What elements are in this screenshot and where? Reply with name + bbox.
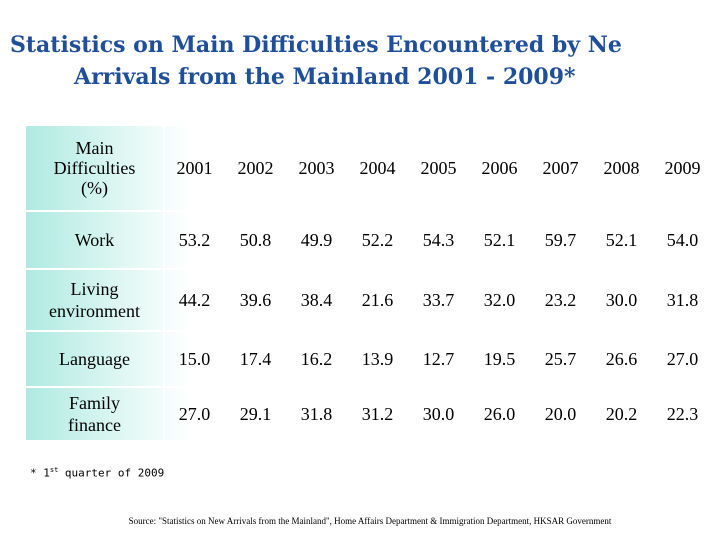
value-cell: 26.6 bbox=[590, 330, 653, 388]
footnote-suffix: quarter of 2009 bbox=[58, 466, 165, 480]
year-header-cell: 2007 bbox=[529, 124, 592, 212]
row-label-line: environment bbox=[49, 301, 140, 321]
value-cell: 52.1 bbox=[590, 210, 653, 270]
table-row: Family finance 27.0 29.1 31.8 31.2 30.0 … bbox=[24, 386, 714, 442]
value-cell: 54.0 bbox=[651, 210, 714, 270]
value-cell: 23.2 bbox=[529, 268, 592, 332]
value-cell: 50.8 bbox=[224, 210, 287, 270]
value-cell: 12.7 bbox=[407, 330, 470, 388]
value-cell: 39.6 bbox=[224, 268, 287, 332]
slide-title: Statistics on Main Difficulties Encounte… bbox=[0, 30, 720, 100]
value-cell: 31.8 bbox=[651, 268, 714, 332]
row-label-cell: Family finance bbox=[24, 386, 165, 442]
value-cell: 21.6 bbox=[346, 268, 409, 332]
value-cell: 20.2 bbox=[590, 386, 653, 442]
table-row: Living environment 44.2 39.6 38.4 21.6 3… bbox=[24, 268, 714, 332]
value-cell: 54.3 bbox=[407, 210, 470, 270]
value-cell: 31.2 bbox=[346, 386, 409, 442]
year-header-cell: 2003 bbox=[285, 124, 348, 212]
value-cell: 53.2 bbox=[163, 210, 226, 270]
row-label-line: Family bbox=[68, 393, 120, 413]
value-cell: 59.7 bbox=[529, 210, 592, 270]
table-row: Language 15.0 17.4 16.2 13.9 12.7 19.5 2… bbox=[24, 330, 714, 388]
year-header-cell: 2004 bbox=[346, 124, 409, 212]
value-cell: 33.7 bbox=[407, 268, 470, 332]
difficulties-table: Main Difficulties (%) 2001 2002 2003 200… bbox=[24, 124, 714, 442]
value-cell: 52.1 bbox=[468, 210, 531, 270]
year-header-cell: 2006 bbox=[468, 124, 531, 212]
footnote-superscript: st bbox=[49, 466, 59, 474]
value-cell: 49.9 bbox=[285, 210, 348, 270]
title-line-1: Statistics on Main Difficulties Encounte… bbox=[10, 32, 622, 58]
value-cell: 30.0 bbox=[590, 268, 653, 332]
row-label-cell: Work bbox=[24, 210, 165, 270]
value-cell: 15.0 bbox=[163, 330, 226, 388]
value-cell: 26.0 bbox=[468, 386, 531, 442]
title-line-2: Arrivals from the Mainland 2001 - 2009* bbox=[74, 64, 576, 90]
value-cell: 22.3 bbox=[651, 386, 714, 442]
year-header-cell: 2009 bbox=[651, 124, 714, 212]
value-cell: 16.2 bbox=[285, 330, 348, 388]
value-cell: 44.2 bbox=[163, 268, 226, 332]
value-cell: 32.0 bbox=[468, 268, 531, 332]
row-label-line: Living bbox=[70, 279, 119, 299]
row-label-line: finance bbox=[68, 415, 121, 435]
year-header-cell: 2008 bbox=[590, 124, 653, 212]
header-label-line: Difficulties bbox=[53, 158, 136, 178]
year-header-cell: 2005 bbox=[407, 124, 470, 212]
year-header-cell: 2002 bbox=[224, 124, 287, 212]
value-cell: 20.0 bbox=[529, 386, 592, 442]
header-label-line: Main bbox=[75, 138, 114, 158]
source-citation: Source: "Statistics on New Arrivals from… bbox=[128, 516, 612, 526]
value-cell: 27.0 bbox=[651, 330, 714, 388]
value-cell: 30.0 bbox=[407, 386, 470, 442]
row-label-cell: Living environment bbox=[24, 268, 165, 332]
value-cell: 27.0 bbox=[163, 386, 226, 442]
value-cell: 13.9 bbox=[346, 330, 409, 388]
value-cell: 31.8 bbox=[285, 386, 348, 442]
value-cell: 29.1 bbox=[224, 386, 287, 442]
footnote-prefix: * 1 bbox=[30, 466, 50, 480]
header-label-cell: Main Difficulties (%) bbox=[24, 124, 165, 212]
value-cell: 25.7 bbox=[529, 330, 592, 388]
value-cell: 38.4 bbox=[285, 268, 348, 332]
value-cell: 52.2 bbox=[346, 210, 409, 270]
value-cell: 19.5 bbox=[468, 330, 531, 388]
value-cell: 17.4 bbox=[224, 330, 287, 388]
year-header-cell: 2001 bbox=[163, 124, 226, 212]
header-row: Main Difficulties (%) 2001 2002 2003 200… bbox=[24, 124, 714, 212]
footnote: * 1st quarter of 2009 bbox=[30, 466, 164, 480]
table-row: Work 53.2 50.8 49.9 52.2 54.3 52.1 59.7 … bbox=[24, 210, 714, 270]
header-label-line: (%) bbox=[81, 178, 108, 198]
row-label-cell: Language bbox=[24, 330, 165, 388]
